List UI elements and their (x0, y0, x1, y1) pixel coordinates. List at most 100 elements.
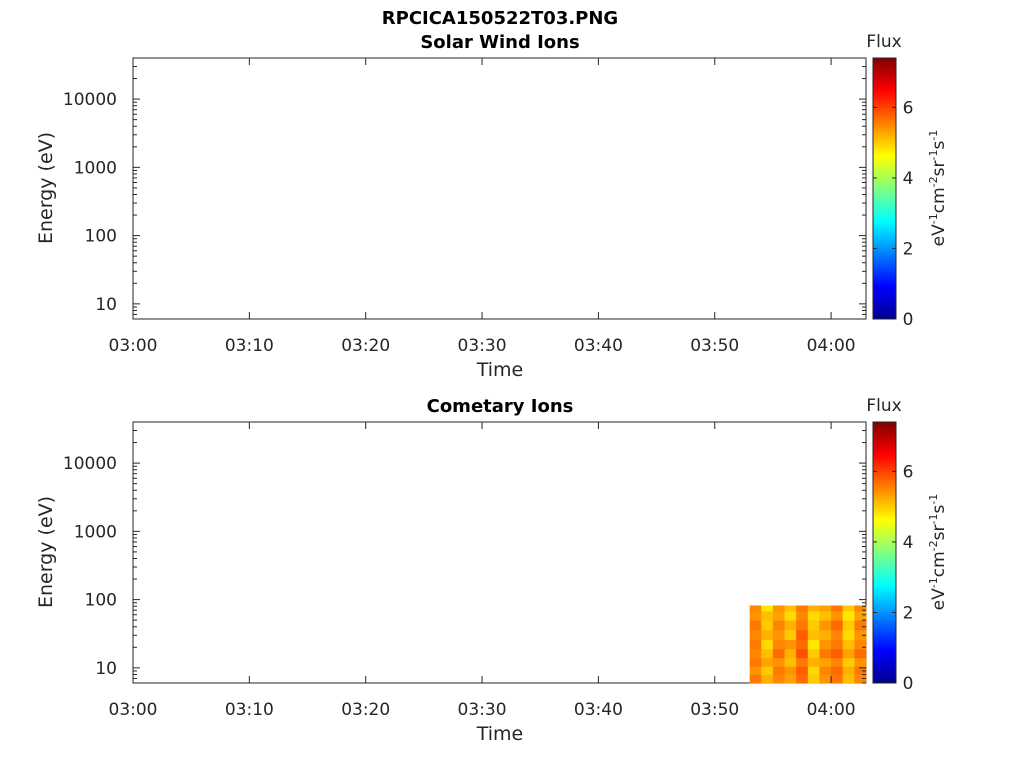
colorbar (872, 421, 897, 684)
heatmap-cell (772, 648, 785, 659)
heatmap-cell (831, 605, 844, 612)
colorbar-tick-label: 4 (903, 169, 914, 189)
heatmap-cell (784, 648, 797, 659)
heatmap-cell (772, 666, 785, 675)
heatmap-cell (749, 666, 762, 675)
y-axis-label: Energy (eV) (35, 132, 57, 244)
heatmap-cell (749, 611, 762, 621)
heatmap-cell (807, 639, 820, 650)
heatmap-cell (772, 657, 785, 667)
heatmap-cell (819, 648, 832, 659)
heatmap-cell (784, 657, 797, 667)
y-tick-label: 1000 (74, 158, 117, 178)
heatmap-cell (854, 620, 867, 631)
colorbar-tick-label: 4 (903, 533, 914, 553)
panel-title: Cometary Ions (427, 396, 574, 417)
heatmap-cell (772, 629, 785, 640)
y-tick-label: 10000 (63, 90, 117, 110)
y-tick-label: 10 (95, 659, 117, 679)
cometary-ions-panel: Cometary Ions 03:00 03:10 03:20 03:30 03:40 0… (35, 396, 949, 745)
heatmap-cell (749, 620, 762, 631)
heatmap-cell (842, 674, 855, 684)
plot-area (132, 421, 867, 684)
x-axis-ticks: 03:00 03:10 03:20 03:30 03:40 03:50 04:00 (109, 422, 856, 720)
x-tick-label: 03:10 (225, 700, 274, 720)
heatmap-cell (784, 620, 797, 631)
heatmap-cell (807, 666, 820, 675)
heatmap-cell (819, 605, 832, 612)
heatmap-cell (819, 674, 832, 684)
heatmap-cell (772, 611, 785, 621)
colorbar-tick-label: 2 (903, 239, 914, 259)
colorbar-ticks: 0 2 4 6 (873, 462, 913, 694)
colorbar-tick-label: 6 (903, 98, 914, 118)
colorbar-tick-label: 0 (903, 310, 914, 330)
heatmap-cell (842, 657, 855, 667)
heatmap-cell (796, 648, 809, 659)
figure-title: RPCICA150522T03.PNG (382, 8, 618, 29)
heatmap-cell (761, 648, 774, 659)
y-tick-label: 100 (85, 227, 117, 247)
heatmap-cell (831, 620, 844, 631)
heatmap-cell (772, 639, 785, 650)
heatmap-cell (831, 611, 844, 621)
heatmap-cell (772, 605, 785, 612)
heatmap-cell (784, 629, 797, 640)
heatmap-cell (807, 629, 820, 640)
x-axis-ticks: 03:00 03:10 03:20 03:30 03:40 03:50 04:00 (109, 58, 856, 356)
heatmap-cell (796, 620, 809, 631)
heatmap-cell (796, 629, 809, 640)
heatmap-cell (831, 657, 844, 667)
heatmap-cell (761, 620, 774, 631)
heatmap-cell (842, 605, 855, 612)
heatmap-cell (807, 605, 820, 612)
y-tick-label: 1000 (74, 522, 117, 542)
heatmap-cell (796, 639, 809, 650)
colorbar-label: eV-1cm-2sr-1s-1 (927, 130, 949, 247)
heatmap-cell (819, 620, 832, 631)
heatmap-cell (749, 674, 762, 684)
y-axis-ticks: 10 100 1000 10000 (63, 421, 866, 684)
heatmap-cell (819, 639, 832, 650)
heatmap-cell (842, 666, 855, 675)
heatmap-cell (807, 648, 820, 659)
x-tick-label: 03:20 (341, 700, 390, 720)
heatmap-cell (772, 620, 785, 631)
y-tick-label: 100 (85, 591, 117, 611)
heatmap-cell (807, 674, 820, 684)
heatmap-cell (772, 674, 785, 684)
colorbar-label: eV-1cm-2sr-1s-1 (927, 494, 949, 611)
heatmap-cell (831, 666, 844, 675)
x-tick-label: 03:20 (341, 336, 390, 356)
heatmap-cell (819, 666, 832, 675)
solar-wind-ions-panel: Solar Wind Ions 03:00 03:10 03:20 03:30 03:4… (35, 32, 949, 381)
heatmap-cell (784, 674, 797, 684)
heatmap-cell (819, 657, 832, 667)
heatmap-cell (819, 611, 832, 621)
heatmap-cell (842, 639, 855, 650)
heatmap-cell (761, 611, 774, 621)
heatmap-cell (796, 674, 809, 684)
y-tick-label: 10000 (63, 454, 117, 474)
heatmap-cell (784, 605, 797, 612)
heatmap-cell (842, 648, 855, 659)
heatmap-cell (796, 657, 809, 667)
heatmap-cell (819, 629, 832, 640)
heatmap-cell (831, 648, 844, 659)
heatmap-cell (831, 639, 844, 650)
x-tick-label: 03:30 (458, 336, 507, 356)
heatmap-cell (796, 611, 809, 621)
x-tick-label: 03:50 (690, 336, 739, 356)
heatmap-cell (749, 657, 762, 667)
x-tick-label: 03:40 (574, 700, 623, 720)
colorbar (872, 57, 897, 320)
x-axis-label: Time (476, 359, 524, 381)
heatmap-cell (761, 629, 774, 640)
heatmap-cell (749, 639, 762, 650)
x-tick-label: 04:00 (807, 700, 856, 720)
colorbar-ticks: 0 2 4 6 (873, 98, 913, 330)
heatmap-cell (807, 620, 820, 631)
colorbar-tick-label: 2 (903, 603, 914, 623)
heatmap-cell (854, 605, 867, 612)
